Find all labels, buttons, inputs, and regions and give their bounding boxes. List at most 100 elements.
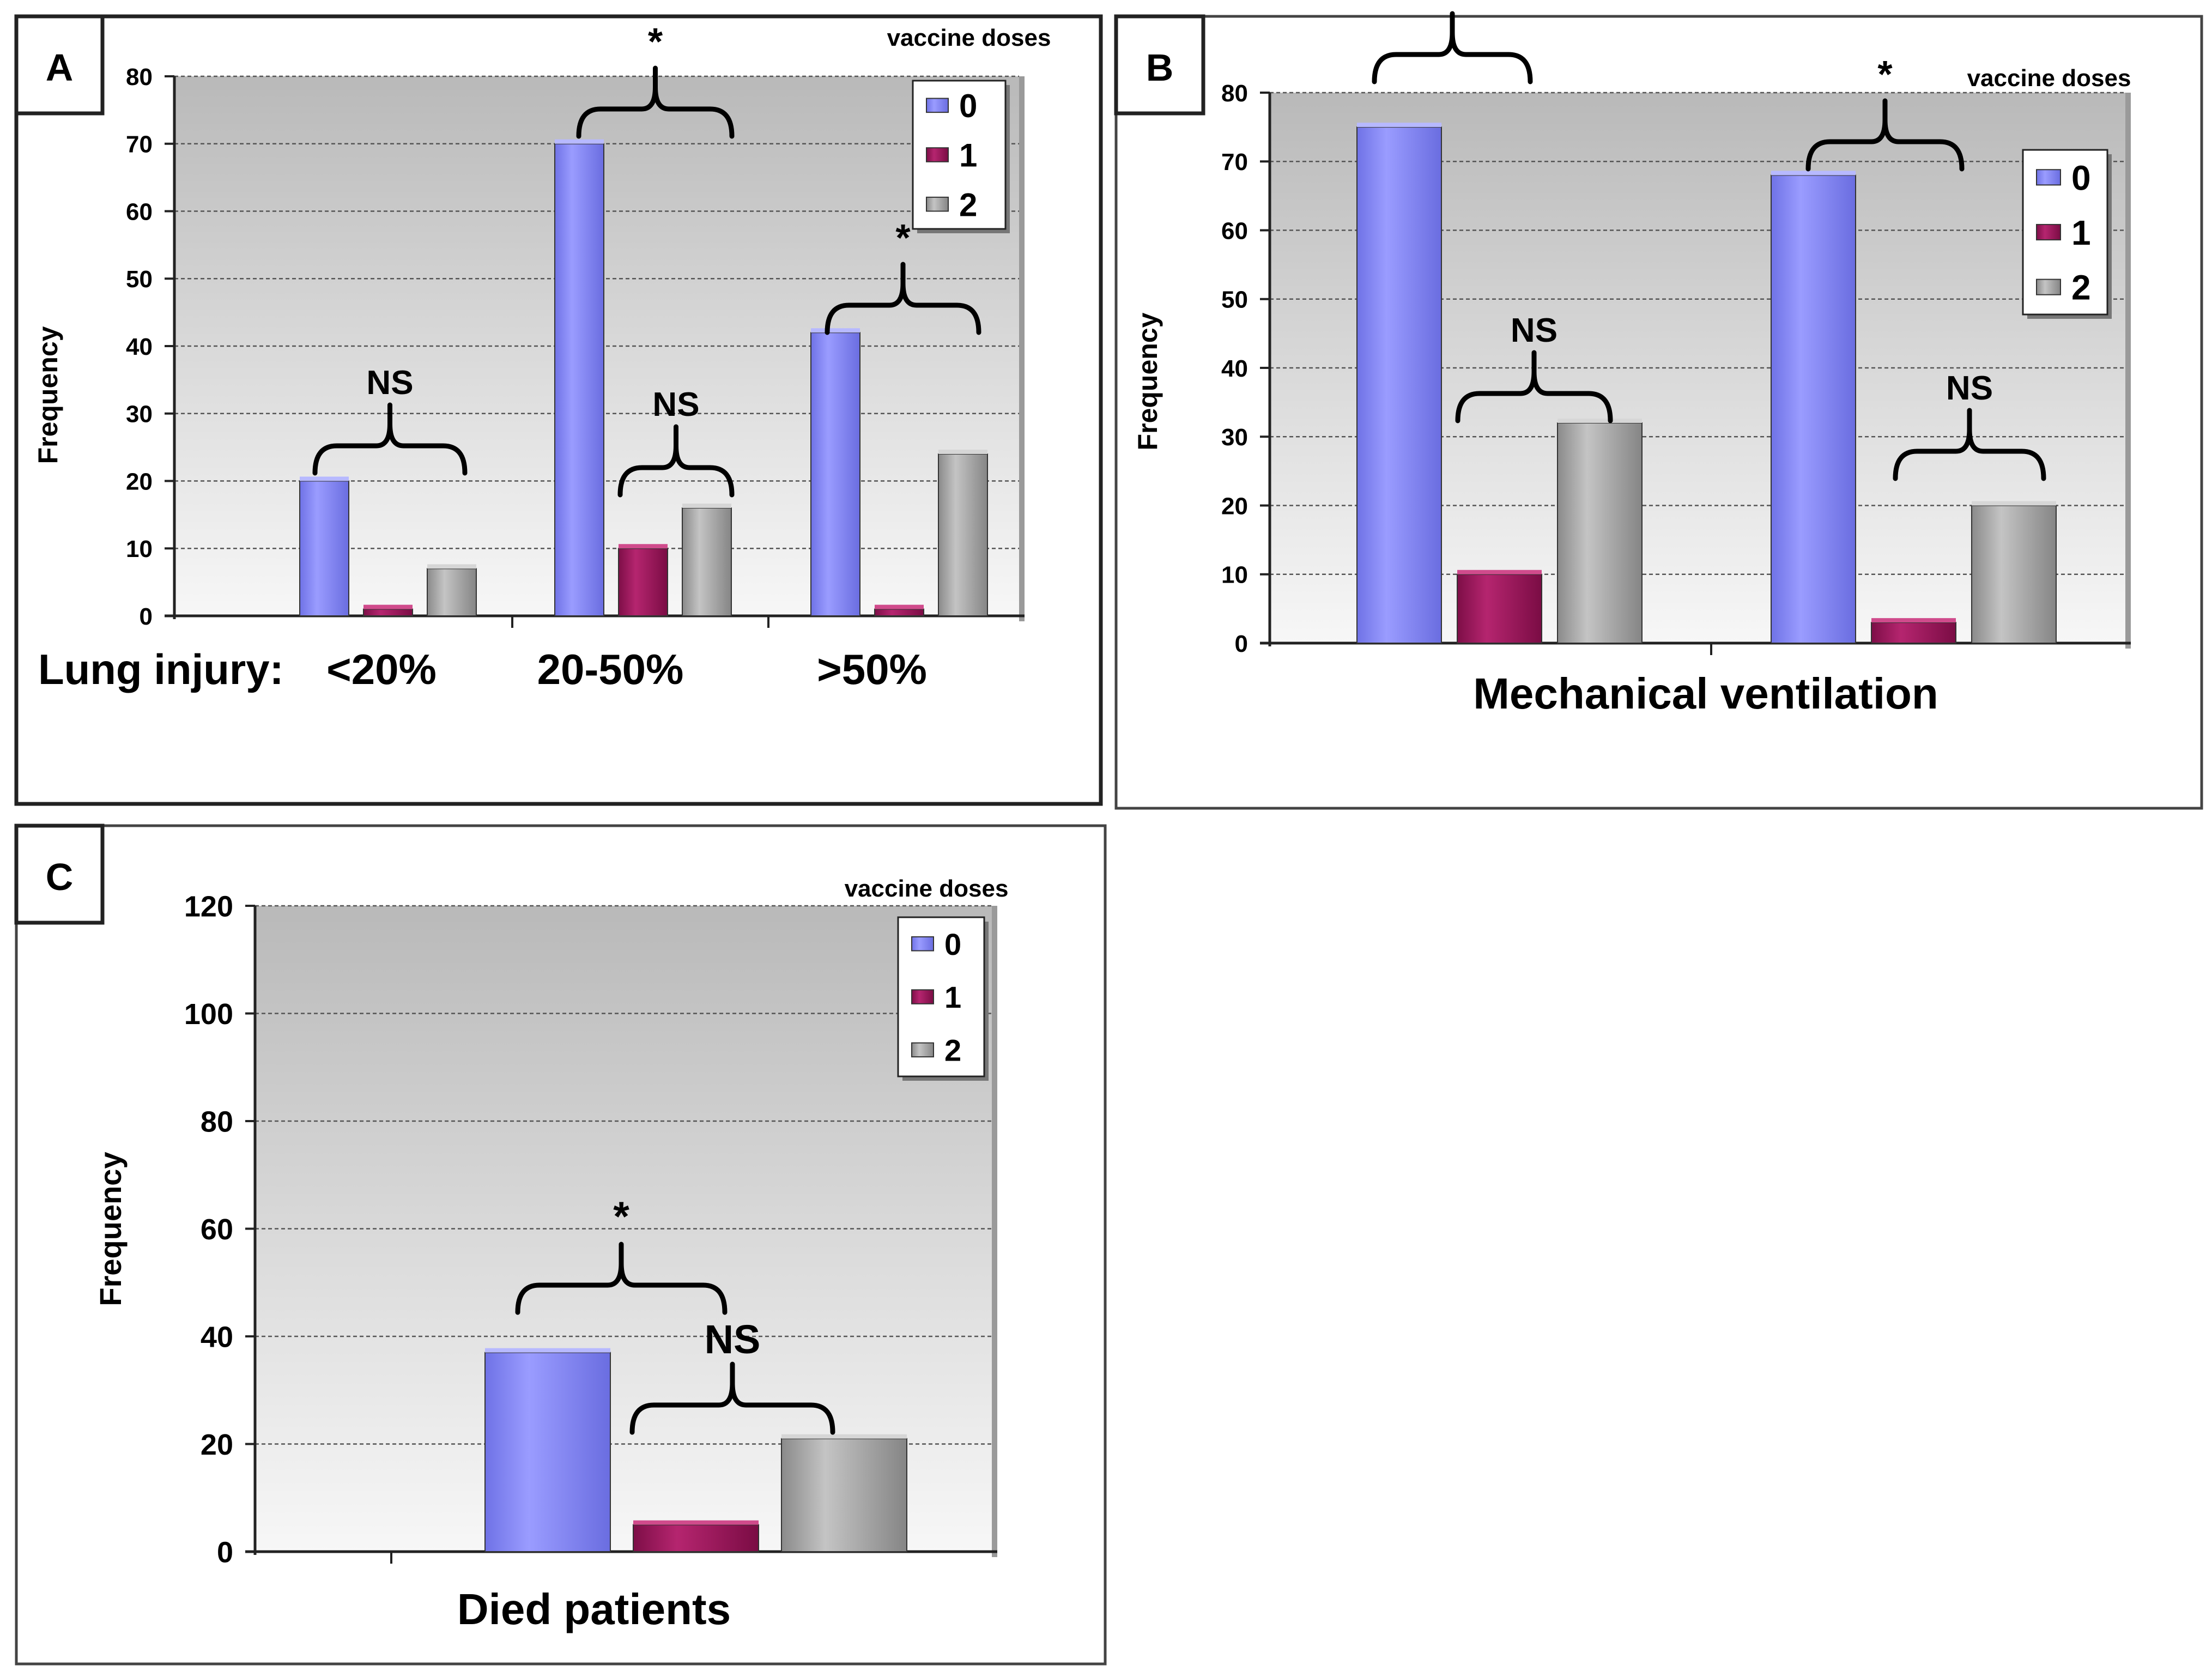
panel-a-y-tick-label: 0 <box>140 603 153 630</box>
panel-c-y-tick-label: 60 <box>201 1213 233 1246</box>
panel-a-bar-top-dose-1 <box>875 604 924 609</box>
panel-c-y-tick-label: 40 <box>201 1321 233 1353</box>
panel-b-significance-label: * <box>1445 0 1460 8</box>
panel-b-y-tick-label: 30 <box>1221 424 1248 451</box>
panel-a-legend-swatch-0 <box>926 98 949 113</box>
panel-b-y-axis-label: Frequency <box>1132 312 1163 450</box>
panel-c-bar-dose-2 <box>781 1438 907 1552</box>
panel-c-y-tick-label: 20 <box>201 1428 233 1461</box>
panel-b-bar-top-dose-2 <box>1972 501 2056 506</box>
panel-b-bar-dose-1 <box>1871 622 1956 644</box>
panel-c-legend-swatch-2 <box>911 1042 934 1058</box>
panel-a-bar-top-dose-0 <box>555 139 604 144</box>
panel-c-significance-label: * <box>613 1194 629 1240</box>
panel-a-y-tick-label: 40 <box>126 334 153 360</box>
panel-c-bar-dose-0 <box>484 1352 611 1552</box>
panel-a-x-prefix: Lung injury: <box>38 645 284 693</box>
panel-a-bar-top-dose-0 <box>811 328 860 333</box>
panel-a-y-tick-label: 30 <box>126 401 153 428</box>
panel-a-bar-dose-0 <box>554 143 604 616</box>
panel-a-category-label: >50% <box>817 645 927 693</box>
panel-c-y-tick-label: 80 <box>201 1105 233 1138</box>
panel-b-significance-label: * <box>1877 53 1893 95</box>
panel-b-bar-top-dose-1 <box>1457 570 1542 574</box>
panel-b-y-tick-label: 20 <box>1221 493 1248 519</box>
panel-c-x-label: Died patients <box>457 1585 731 1633</box>
panel-b-bar-top-dose-2 <box>1558 419 1642 423</box>
panel-b-bar-top-dose-0 <box>1771 171 1856 175</box>
panel-a-legend-title: vaccine doses <box>887 25 1051 51</box>
panel-b-label-box <box>1114 14 1205 116</box>
panel-b-significance-label: NS <box>1511 312 1558 349</box>
panel-b-legend <box>2022 149 2108 316</box>
panel-b-y-tick-label: 60 <box>1221 217 1248 244</box>
panel-b-legend-label-1: 1 <box>2071 213 2091 252</box>
panel-a-label-box <box>14 14 105 116</box>
panel-a-bar-dose-0 <box>810 332 860 616</box>
panel-c-bar-top-dose-0 <box>485 1348 610 1353</box>
panel-c-bar-top-dose-2 <box>781 1434 907 1439</box>
panel-b-plot-wall <box>2125 93 2131 649</box>
panel-a-plot-wall <box>1019 76 1025 621</box>
panel-a-significance-bracket <box>617 424 735 498</box>
panel-b-bar-dose-2 <box>1557 422 1643 644</box>
panel-c-legend-swatch-0 <box>911 936 934 952</box>
panel-a-bar-top-dose-0 <box>300 476 349 481</box>
panel-a-bar-dose-1 <box>874 608 924 616</box>
panel-b-y-tick-label: 10 <box>1221 562 1248 589</box>
panel-a-bar-dose-2 <box>427 568 477 616</box>
panel-c-significance-bracket <box>629 1361 835 1435</box>
panel-c-significance-label: NS <box>705 1317 761 1362</box>
panel-a-significance-label: NS <box>366 364 413 402</box>
panel-b-bar-dose-0 <box>1771 174 1856 644</box>
panel-a-bar-top-dose-1 <box>363 604 413 609</box>
panel-a-y-tick-label: 50 <box>126 266 153 293</box>
panel-c-legend-title: vaccine doses <box>845 875 1009 902</box>
panel-a-legend-label-2: 2 <box>959 186 977 223</box>
panel-a-significance-label: NS <box>652 386 699 423</box>
panel-c-bar-dose-1 <box>633 1524 759 1552</box>
panel-a-legend-label-0: 0 <box>959 88 977 124</box>
panel-c: C vaccine doses 020406080100120Frequency… <box>14 824 1107 1666</box>
panel-b-legend-title: vaccine doses <box>1967 65 2131 92</box>
panel-b-y-tick-label: 40 <box>1221 355 1248 382</box>
panel-a-y-tick-label: 70 <box>126 131 153 158</box>
panel-a-bar-dose-2 <box>938 453 988 616</box>
panel-a-bar-top-dose-2 <box>682 504 731 508</box>
panel-b-y-tick-label: 0 <box>1235 631 1248 657</box>
panel-c-bar-top-dose-1 <box>633 1520 759 1525</box>
panel-a-y-tick-label: 80 <box>126 64 153 90</box>
panel-c-significance-bracket <box>515 1242 728 1315</box>
panel-a-category-label: 20-50% <box>537 645 684 693</box>
panel-b-bar-dose-2 <box>1971 505 2057 644</box>
panel-c-y-tick-label: 120 <box>184 890 233 923</box>
panel-c-legend-swatch-1 <box>911 989 934 1004</box>
panel-b-y-tick-label: 80 <box>1221 80 1248 107</box>
panel-b-bar-dose-1 <box>1457 573 1542 644</box>
panel-b-letter: B <box>1146 46 1174 89</box>
panel-a-significance-bracket <box>825 262 981 335</box>
panel-b: B vaccine doses 01020304050607080Frequen… <box>1114 0 2203 810</box>
panel-a-significance-bracket <box>312 402 468 476</box>
panel-a-bar-dose-1 <box>618 548 668 616</box>
panel-b-significance-bracket <box>1805 98 1965 172</box>
panel-c-legend-label-0: 0 <box>944 927 961 961</box>
panel-a-y-tick-label: 10 <box>126 536 153 562</box>
panel-a-bar-top-dose-2 <box>427 564 476 569</box>
panel-c-y-tick-label: 100 <box>184 998 233 1031</box>
panel-a-bar-dose-1 <box>363 608 413 616</box>
panel-b-y-tick-label: 70 <box>1221 149 1248 175</box>
panel-a-y-tick-label: 60 <box>126 198 153 225</box>
panel-b-significance-bracket <box>1455 350 1613 423</box>
panel-a-bar-top-dose-2 <box>938 450 987 454</box>
panel-b-bar-top-dose-0 <box>1357 123 1441 128</box>
panel-c-y-tick-label: 0 <box>217 1536 233 1569</box>
panel-a-category-label: <20% <box>326 645 437 693</box>
panel-b-significance-label: NS <box>1946 370 1993 407</box>
panel-c-plot-wall <box>992 906 997 1557</box>
panel-a-significance-label: * <box>895 216 911 259</box>
panel-a-legend-swatch-2 <box>926 196 949 212</box>
panel-c-label-box <box>14 824 105 925</box>
panel-b-legend-label-0: 0 <box>2071 158 2091 197</box>
panel-a-y-axis-label: Frequency <box>33 326 63 464</box>
